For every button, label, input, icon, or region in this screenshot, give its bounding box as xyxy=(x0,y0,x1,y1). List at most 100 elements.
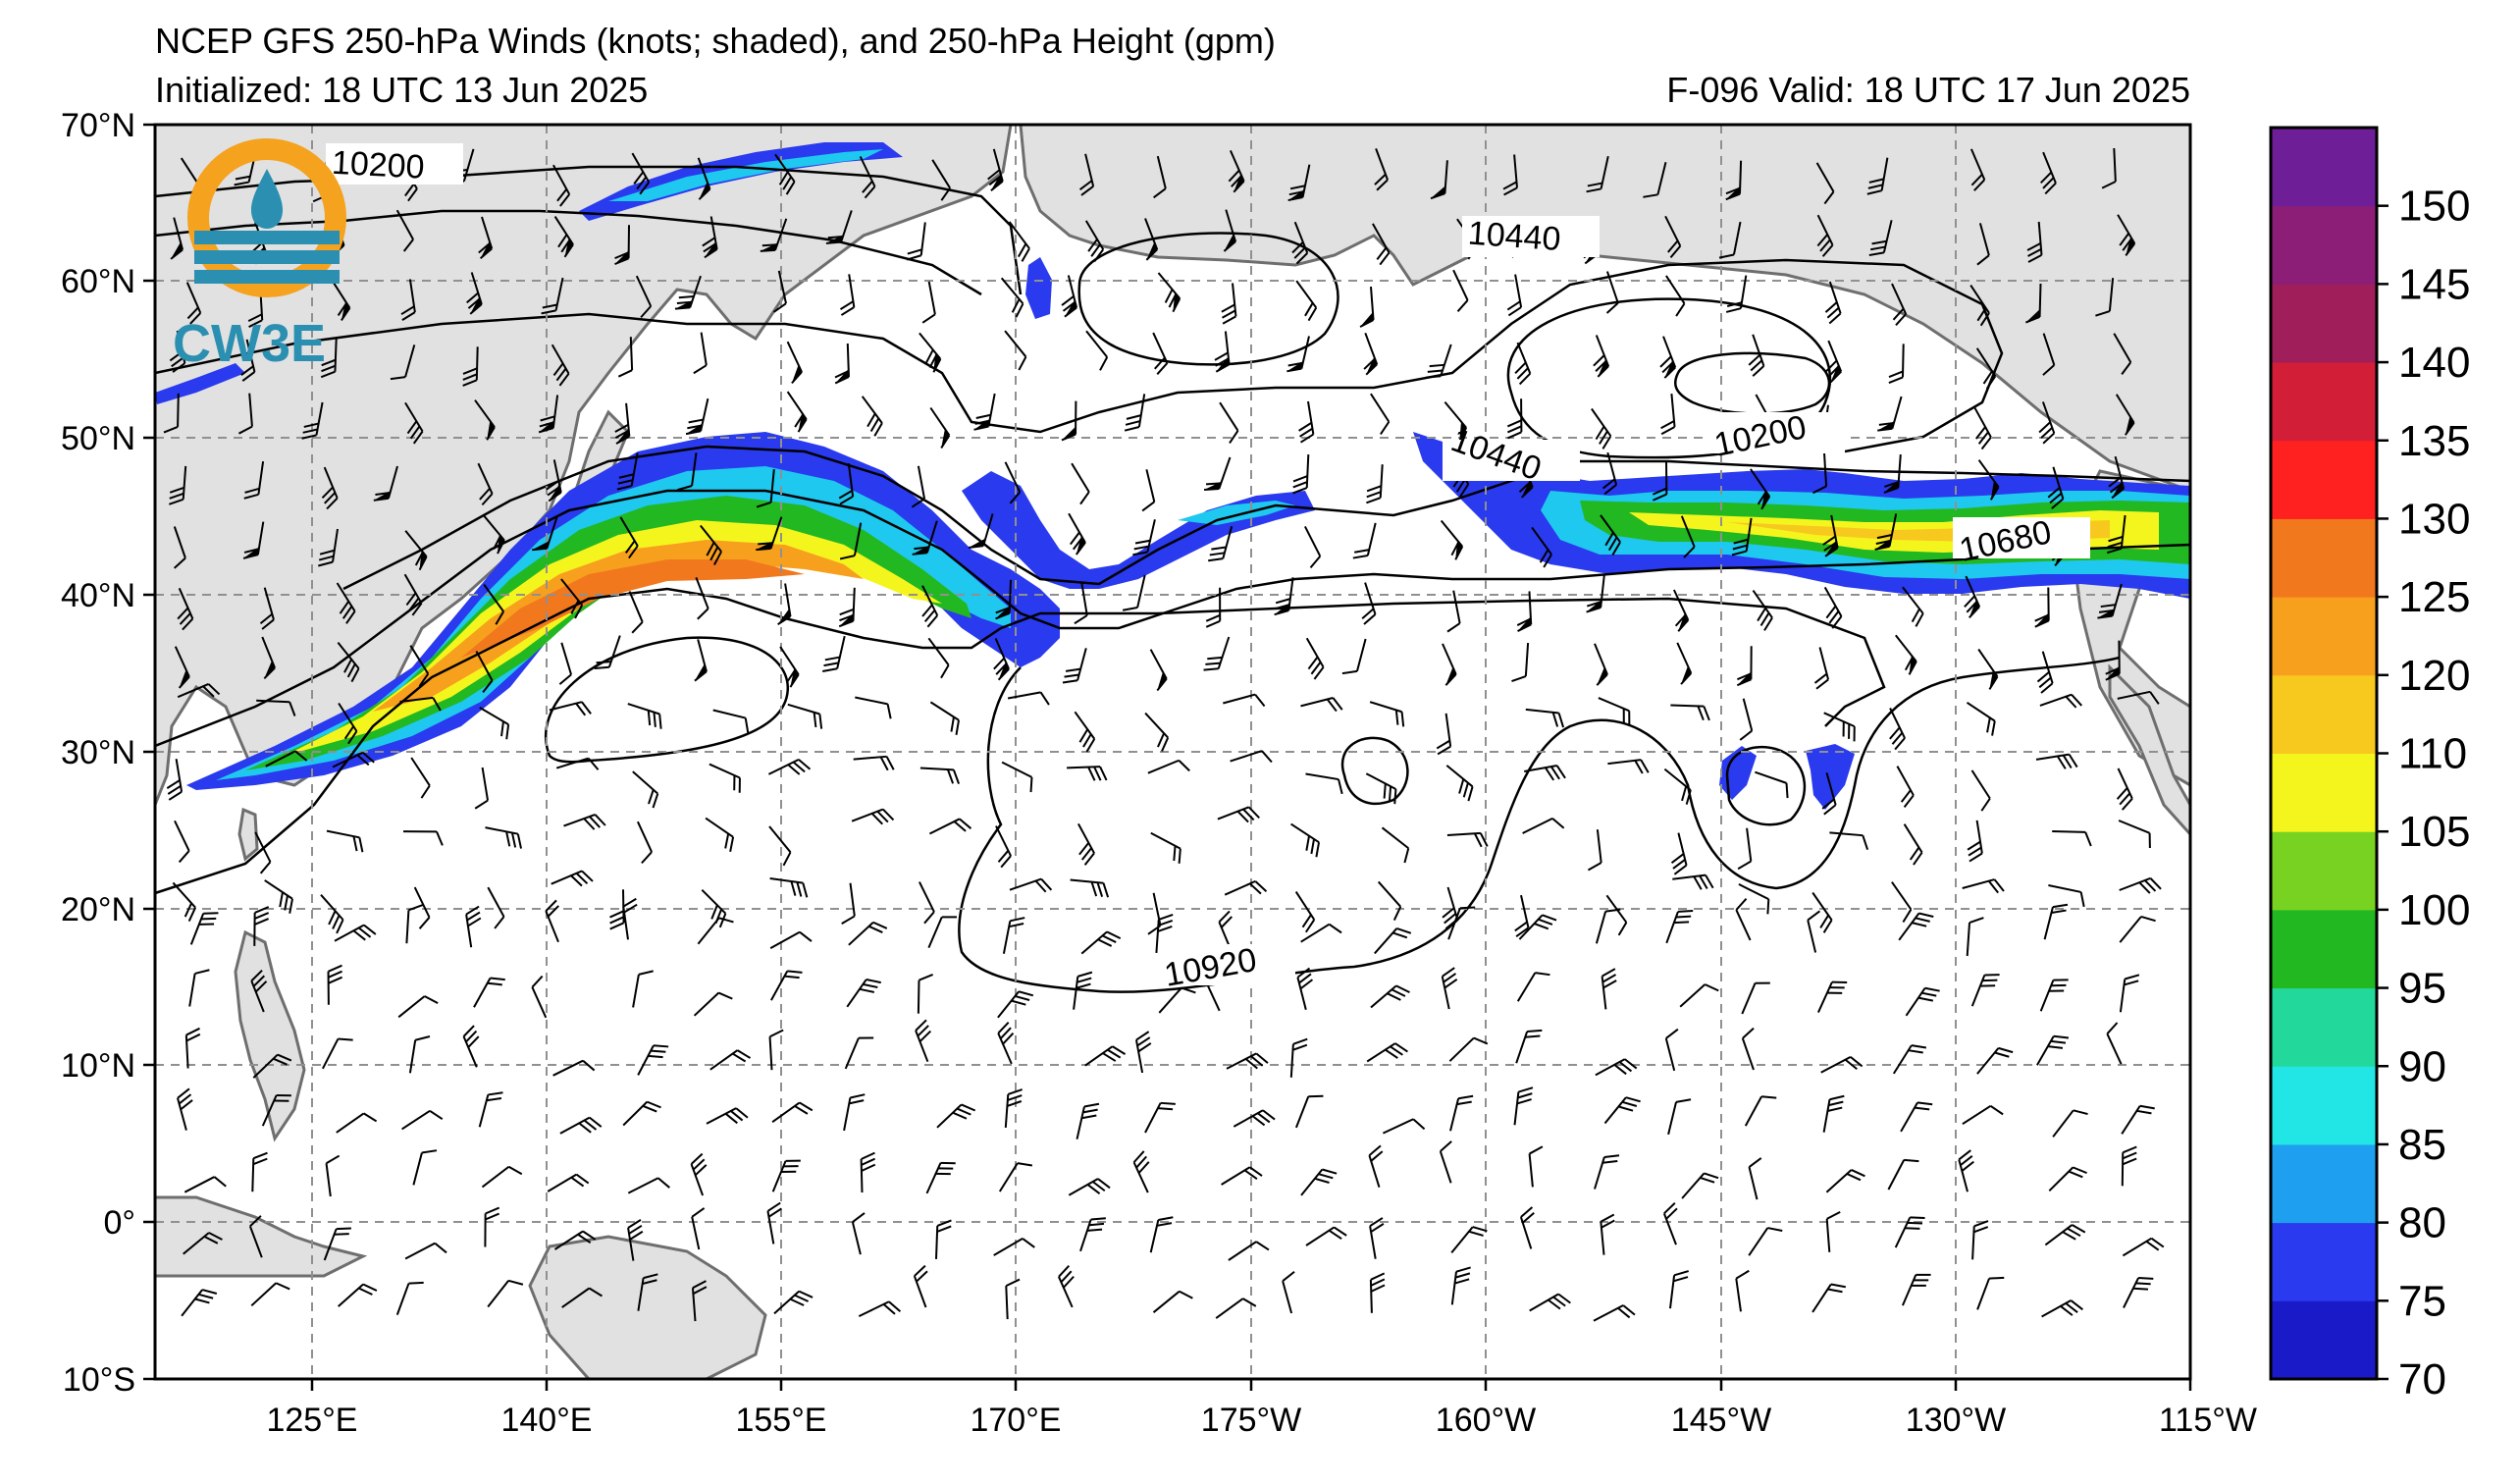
wind-barb xyxy=(756,469,775,508)
wind-barb xyxy=(254,831,272,874)
wind-barb xyxy=(1369,1217,1385,1259)
wind-barb xyxy=(1000,277,1024,318)
lon-label: 155°E xyxy=(735,1402,826,1439)
wind-barb xyxy=(1450,1226,1488,1254)
wind-barb xyxy=(325,1154,341,1197)
wind-barb xyxy=(848,921,888,946)
contour-mid-high xyxy=(1340,736,1409,806)
wind-barb xyxy=(1071,462,1090,505)
colorbar-tick-label: 135 xyxy=(2398,417,2470,465)
land-taiwan xyxy=(237,807,259,862)
wind-barb xyxy=(551,870,594,887)
wind-barb xyxy=(1068,1178,1111,1196)
wind-barb xyxy=(1363,332,1379,376)
wind-barb xyxy=(921,281,936,324)
wind-barb xyxy=(173,526,186,569)
wind-barb xyxy=(627,1219,644,1261)
lon-label: 130°W xyxy=(1906,1402,2006,1439)
wind-barb xyxy=(1887,1158,1919,1191)
wind-barb xyxy=(1305,637,1325,680)
wind-barb xyxy=(261,636,276,680)
wind-barb xyxy=(2119,876,2162,894)
lon-labels: 125°E 140°E 155°E 170°E 175°W 160°W 145°… xyxy=(266,1402,2256,1439)
wind-barb xyxy=(927,637,950,679)
colorbar-tick-label: 130 xyxy=(2398,495,2470,543)
wind-barb xyxy=(1601,968,1617,1010)
wind-barb xyxy=(1369,701,1405,727)
wind-barb xyxy=(1739,698,1754,741)
wind-barb xyxy=(2123,1277,2154,1308)
wind-barb xyxy=(479,707,510,740)
wind-barb xyxy=(261,1094,291,1127)
wind-barb xyxy=(706,1107,749,1125)
wind-barb xyxy=(1660,394,1676,436)
wind-barb xyxy=(1061,275,1078,318)
wind-barb xyxy=(2048,1166,2087,1192)
wind-barb xyxy=(332,751,375,768)
wind-barb xyxy=(712,709,750,733)
wind-barb xyxy=(237,393,253,435)
wind-barb xyxy=(321,466,339,510)
wind-barb xyxy=(1511,643,1530,683)
wind-barb xyxy=(690,1152,708,1196)
wind-barb xyxy=(1300,923,1342,943)
wind-barb xyxy=(549,701,592,716)
wind-barb xyxy=(1436,713,1452,756)
wind-barb xyxy=(2036,651,2054,694)
colorbar-tick-label: 90 xyxy=(2398,1042,2446,1090)
wind-barb xyxy=(1586,574,1605,613)
wind-barb xyxy=(1977,648,1999,690)
wind-barb xyxy=(1531,526,1552,568)
wind-barb xyxy=(1440,519,1464,560)
wind-barb xyxy=(478,1091,503,1128)
wind-barb xyxy=(1009,877,1053,893)
wind-barb xyxy=(1223,209,1237,252)
wind-barb xyxy=(614,402,631,445)
contour-10920 xyxy=(155,587,1886,895)
wind-barb xyxy=(1147,759,1190,774)
wind-barb xyxy=(1298,400,1315,444)
wind-barb xyxy=(462,1025,480,1068)
wind-barb xyxy=(172,881,197,922)
wind-barb xyxy=(1595,1058,1638,1077)
wind-barb xyxy=(1824,281,1842,325)
wind-barb xyxy=(995,825,1012,869)
wind-barb xyxy=(395,1281,424,1315)
wind-barb xyxy=(1962,1104,2004,1126)
wind-barb xyxy=(558,642,573,685)
wind-barb xyxy=(251,1151,268,1192)
wind-barb xyxy=(551,344,570,387)
wind-barb xyxy=(1662,1202,1678,1245)
wind-barb xyxy=(1374,927,1412,955)
wind-barb xyxy=(2117,690,2160,705)
wind-barb xyxy=(1007,691,1050,706)
wind-barb xyxy=(1004,330,1027,371)
wind-barb xyxy=(184,1027,201,1069)
wind-barb xyxy=(2122,1237,2165,1257)
wind-barb xyxy=(635,275,653,319)
wind-barb xyxy=(1665,275,1686,317)
wind-barb xyxy=(1813,647,1830,690)
wind-barb xyxy=(1748,1157,1762,1200)
wind-barb xyxy=(632,970,654,1008)
colorbar-tick-label: 125 xyxy=(2398,573,2470,621)
wind-barb xyxy=(1518,914,1557,940)
wind-barb xyxy=(474,399,496,441)
wind-barb xyxy=(1004,1088,1024,1128)
wind-barb xyxy=(1068,512,1086,556)
jet-mid-70kt xyxy=(962,471,1315,589)
wind-barb xyxy=(1679,983,1719,1008)
wind-barb xyxy=(906,222,926,261)
wind-barb xyxy=(1670,832,1688,875)
logo-wave xyxy=(194,231,340,244)
wind-barb xyxy=(1889,708,1906,751)
colorbar-tick-label: 85 xyxy=(2398,1121,2446,1169)
wind-barb xyxy=(404,401,424,445)
contour-west-high xyxy=(544,636,790,764)
wind-barb xyxy=(1223,693,1266,708)
wind-barb xyxy=(1737,827,1753,871)
wind-barb xyxy=(174,646,190,689)
wind-barb xyxy=(1506,274,1523,317)
wind-barb xyxy=(478,216,494,260)
wind-barb xyxy=(1594,1154,1620,1190)
